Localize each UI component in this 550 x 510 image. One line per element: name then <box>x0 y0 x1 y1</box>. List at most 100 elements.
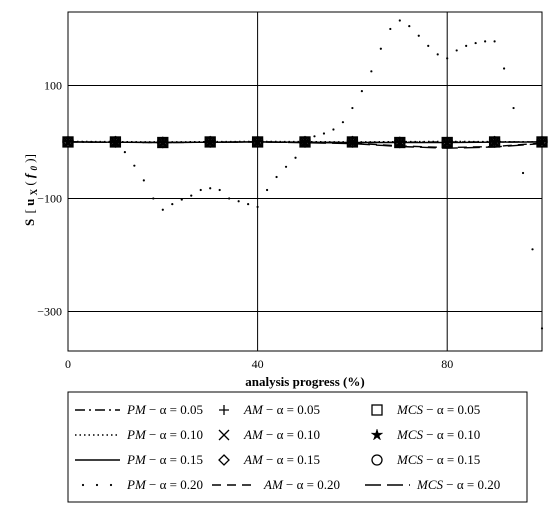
data-point <box>133 164 136 167</box>
legend: PM − α = 0.05 AM − α = 0.05 MCS − α = 0.05… <box>67 391 528 503</box>
legend-item: PM − α = 0.15 <box>75 452 203 467</box>
data-point <box>161 208 164 211</box>
legend-frame <box>67 391 528 503</box>
data-point <box>190 194 193 197</box>
y-tick-label: −100 <box>37 191 62 205</box>
data-point <box>512 106 515 110</box>
legend-swatch <box>109 483 113 487</box>
legend-entries: PM − α = 0.05 AM − α = 0.05 MCS − α = 0.05… <box>75 402 500 492</box>
legend-item: PM − α = 0.05 <box>75 402 203 417</box>
legend-item: AM − α = 0.15 <box>218 452 320 467</box>
legend-label: MCS − α = 0.10 <box>396 427 480 442</box>
data-point <box>531 248 534 251</box>
legend-item: PM − α = 0.20 <box>81 477 203 492</box>
data-point <box>237 200 240 203</box>
legend-label: AM − α = 0.15 <box>243 452 320 467</box>
legend-label: PM − α = 0.05 <box>126 402 203 417</box>
legend-swatch <box>81 483 85 487</box>
y-axis-title-prefix: S <box>22 219 37 226</box>
data-point <box>351 106 354 110</box>
data-point <box>218 188 221 192</box>
data-point <box>379 47 382 50</box>
data-point <box>209 187 212 190</box>
legend-item: MCS − α = 0.05 <box>371 402 480 417</box>
legend-item: PM − α = 0.10 <box>75 427 203 442</box>
data-point <box>474 41 477 45</box>
data-point <box>256 205 259 209</box>
y-axis-title-subscript: X <box>29 188 39 195</box>
y-axis-title-argument-subscript: 0 <box>29 165 39 170</box>
data-point <box>199 188 202 192</box>
series-line-11 <box>67 141 543 149</box>
x-axis-title: analysis progress (%) <box>245 374 364 389</box>
legend-label: MCS − α = 0.05 <box>396 402 480 417</box>
legend-swatch <box>219 405 229 415</box>
legend-item: AM − α = 0.10 <box>218 427 320 442</box>
legend-swatch <box>95 483 99 487</box>
legend-label: PM − α = 0.10 <box>126 427 203 442</box>
data-point <box>398 19 401 22</box>
data-point <box>427 44 430 48</box>
data-point <box>142 179 145 182</box>
legend-swatch <box>218 454 230 466</box>
series-layer <box>66 19 544 330</box>
data-point <box>465 44 468 48</box>
data-point <box>284 165 288 168</box>
y-axis-title-variable: u <box>22 199 37 206</box>
data-point <box>417 34 420 37</box>
legend-swatch <box>218 429 230 441</box>
data-point <box>484 40 487 43</box>
data-point <box>394 136 406 149</box>
legend-swatch <box>371 404 383 416</box>
data-point <box>62 136 74 148</box>
y-tick-label: 100 <box>44 78 62 92</box>
svg-text:S [ u X: S [ u X ( f 0 )] <box>22 154 40 226</box>
data-point <box>299 136 311 148</box>
data-point <box>540 327 544 330</box>
data-point <box>502 67 506 70</box>
data-point <box>275 175 278 179</box>
data-point <box>446 57 449 60</box>
legend-item: MCS − α = 0.15 <box>371 452 480 467</box>
data-point <box>123 151 126 154</box>
data-point <box>346 136 359 148</box>
data-point <box>360 90 363 93</box>
data-point <box>294 156 297 159</box>
data-point <box>332 128 335 131</box>
data-point <box>322 132 326 135</box>
data-point <box>408 25 411 28</box>
data-point <box>488 136 501 148</box>
legend-item: MCS − α = 0.20 <box>365 477 500 492</box>
legend-label: MCS − α = 0.20 <box>416 477 500 492</box>
data-point <box>441 136 453 149</box>
grid <box>67 12 542 351</box>
legend-label: PM − α = 0.20 <box>126 477 203 492</box>
marker-layer <box>61 135 549 149</box>
legend-item: AM − α = 0.20 <box>212 477 340 492</box>
data-point <box>180 198 183 201</box>
data-point <box>493 40 496 43</box>
data-point <box>536 136 548 148</box>
x-tick-label: 80 <box>441 357 453 371</box>
legend-label: PM − α = 0.15 <box>126 452 203 467</box>
data-point <box>109 136 122 148</box>
data-point <box>389 27 392 31</box>
legend-swatch <box>370 428 384 441</box>
data-point <box>251 136 264 148</box>
x-tick-label: 0 <box>65 357 71 371</box>
series-line-9 <box>66 19 544 330</box>
data-point <box>341 121 345 124</box>
data-point <box>521 171 525 175</box>
plot-frame <box>67 11 543 352</box>
data-point <box>157 136 169 149</box>
data-point <box>370 70 373 73</box>
data-point <box>228 197 231 200</box>
y-axis-title-argument: f <box>22 172 37 178</box>
y-tick-label: −300 <box>37 304 62 318</box>
data-point <box>247 203 250 206</box>
data-point <box>171 203 174 206</box>
x-axis-ticks: 0 40 80 <box>65 357 453 371</box>
data-point <box>152 197 155 200</box>
plot-area <box>61 11 549 352</box>
